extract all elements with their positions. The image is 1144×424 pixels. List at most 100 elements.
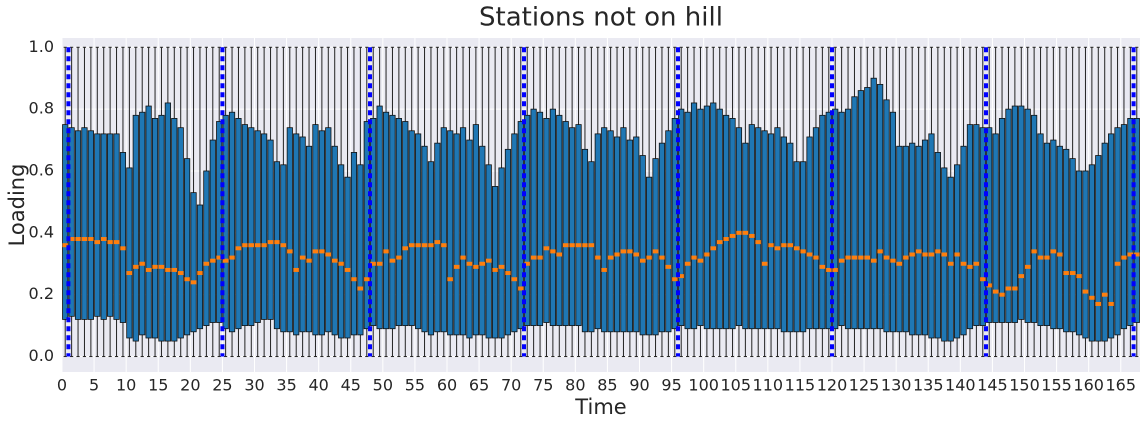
box (408, 130, 415, 327)
y-tick-label: 1.0 (29, 37, 54, 56)
box (1011, 105, 1018, 323)
box (851, 96, 858, 330)
box (870, 77, 877, 330)
box (504, 148, 512, 336)
box (562, 121, 569, 327)
box (421, 145, 428, 333)
box (363, 121, 370, 330)
box (934, 152, 941, 339)
box (889, 111, 897, 333)
x-tick-label: 15 (148, 376, 168, 395)
box (1120, 124, 1128, 330)
box (261, 133, 268, 320)
box (517, 121, 524, 330)
x-tick-label: 145 (977, 376, 1008, 395)
box (447, 130, 454, 336)
box (241, 124, 248, 327)
box (280, 164, 287, 333)
box (594, 133, 601, 330)
box (998, 118, 1006, 323)
box (312, 124, 319, 336)
box (492, 186, 499, 339)
box (344, 176, 351, 339)
box (780, 136, 787, 333)
box (716, 108, 723, 330)
box (267, 139, 274, 320)
y-tick-label: 0.2 (29, 284, 54, 303)
box (1031, 114, 1038, 323)
box (440, 127, 447, 333)
x-tick-label: 70 (501, 376, 521, 395)
box (100, 133, 107, 320)
box (633, 136, 640, 333)
x-tick-label: 55 (405, 376, 425, 395)
box (954, 164, 961, 339)
box (800, 161, 807, 333)
box (742, 142, 749, 330)
box (806, 136, 813, 330)
box (684, 111, 691, 330)
box (273, 161, 281, 330)
box (158, 114, 165, 342)
y-tick-label: 0.6 (29, 160, 54, 179)
box (838, 111, 845, 327)
box (107, 133, 114, 317)
x-tick-label: 125 (849, 376, 880, 395)
box (1050, 139, 1057, 330)
box (331, 145, 338, 336)
box (857, 90, 864, 330)
box (710, 102, 717, 330)
box (164, 102, 171, 342)
y-tick-label: 0.4 (29, 222, 54, 241)
box (479, 145, 486, 336)
x-tick-label: 60 (437, 376, 457, 395)
box (748, 124, 755, 330)
box (652, 158, 659, 336)
x-tick-label: 95 (661, 376, 681, 395)
box (318, 130, 325, 336)
x-tick-label: 110 (753, 376, 784, 395)
box (151, 118, 159, 339)
box (966, 124, 974, 330)
box (119, 152, 127, 323)
box (485, 164, 492, 339)
x-tick-label: 140 (945, 376, 976, 395)
box (145, 105, 152, 339)
box (293, 133, 300, 336)
box (1082, 170, 1089, 339)
box (678, 108, 685, 327)
box (87, 130, 94, 320)
box (947, 176, 954, 342)
box (915, 145, 922, 336)
x-tick-label: 155 (1041, 376, 1072, 395)
box (979, 127, 986, 327)
box (812, 127, 820, 330)
box (1037, 133, 1044, 327)
box (864, 87, 871, 330)
chart-title: Stations not on hill (479, 3, 723, 33)
box (1043, 142, 1051, 327)
box (723, 114, 730, 330)
x-tick-label: 80 (565, 376, 585, 395)
box (389, 114, 396, 330)
box (139, 111, 146, 336)
box (254, 130, 261, 323)
box (305, 145, 313, 333)
x-tick-label: 25 (212, 376, 232, 395)
box (877, 83, 884, 330)
box (774, 127, 781, 330)
x-axis-label: Time (574, 395, 626, 419)
box (248, 127, 255, 327)
box (466, 139, 473, 339)
box (735, 127, 743, 327)
x-tick-label: 115 (785, 376, 816, 395)
x-tick-label: 120 (817, 376, 848, 395)
box (472, 124, 479, 336)
box (177, 127, 184, 339)
x-tick-label: 150 (1009, 376, 1040, 395)
box (1095, 155, 1102, 342)
box (986, 127, 993, 323)
x-tick-label: 105 (720, 376, 751, 395)
x-tick-label: 65 (469, 376, 489, 395)
